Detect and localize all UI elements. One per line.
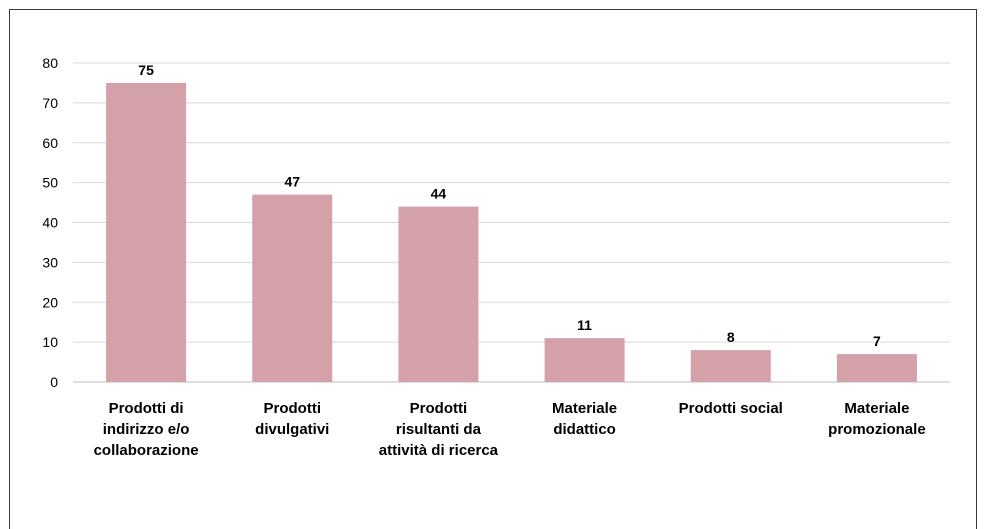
- y-tick-label: 40: [42, 215, 58, 231]
- bar-chart: 0 10 20 30 40 50 60 70 80 75 47 44 11 8 7 Prodotti di…: [42, 55, 950, 459]
- bar: [690, 350, 771, 382]
- bar: [252, 194, 333, 382]
- y-tick-label: 20: [42, 294, 58, 310]
- data-label: 75: [138, 62, 154, 78]
- category-label: Prodotti di indirizzo e/o collaborazione: [94, 400, 199, 459]
- data-label: 11: [577, 317, 592, 333]
- category-label: Prodotti social: [679, 400, 783, 417]
- data-label: 47: [284, 174, 300, 190]
- y-tick-label: 80: [42, 55, 58, 71]
- bar: [544, 338, 625, 382]
- y-tick-label: 0: [50, 374, 58, 390]
- category-label: Materiale promozionale: [828, 400, 926, 438]
- y-tick-label: 30: [42, 254, 58, 270]
- x-axis-category-labels: Prodotti di indirizzo e/o collaborazione Pr…: [94, 400, 926, 459]
- y-tick-label: 50: [42, 175, 58, 191]
- chart-frame: [9, 9, 977, 529]
- gridlines: [73, 62, 950, 383]
- category-label: Prodotti divulgativi: [255, 400, 329, 438]
- category-label: Prodotti risultanti da attività di ricerca: [379, 400, 499, 459]
- data-label: 7: [873, 333, 881, 349]
- y-tick-label: 60: [42, 135, 58, 151]
- bars: [106, 82, 917, 382]
- category-label: Materiale didattico: [552, 400, 617, 438]
- bar: [836, 354, 917, 382]
- data-label: 8: [727, 329, 735, 345]
- y-tick-label: 10: [42, 334, 58, 350]
- y-axis-tick-labels: 0 10 20 30 40 50 60 70 80: [42, 55, 58, 390]
- bar: [398, 206, 479, 382]
- data-label: 44: [431, 186, 447, 202]
- y-tick-label: 70: [42, 95, 58, 111]
- bar: [106, 82, 187, 382]
- data-labels: 75 47 44 11 8 7: [138, 62, 881, 349]
